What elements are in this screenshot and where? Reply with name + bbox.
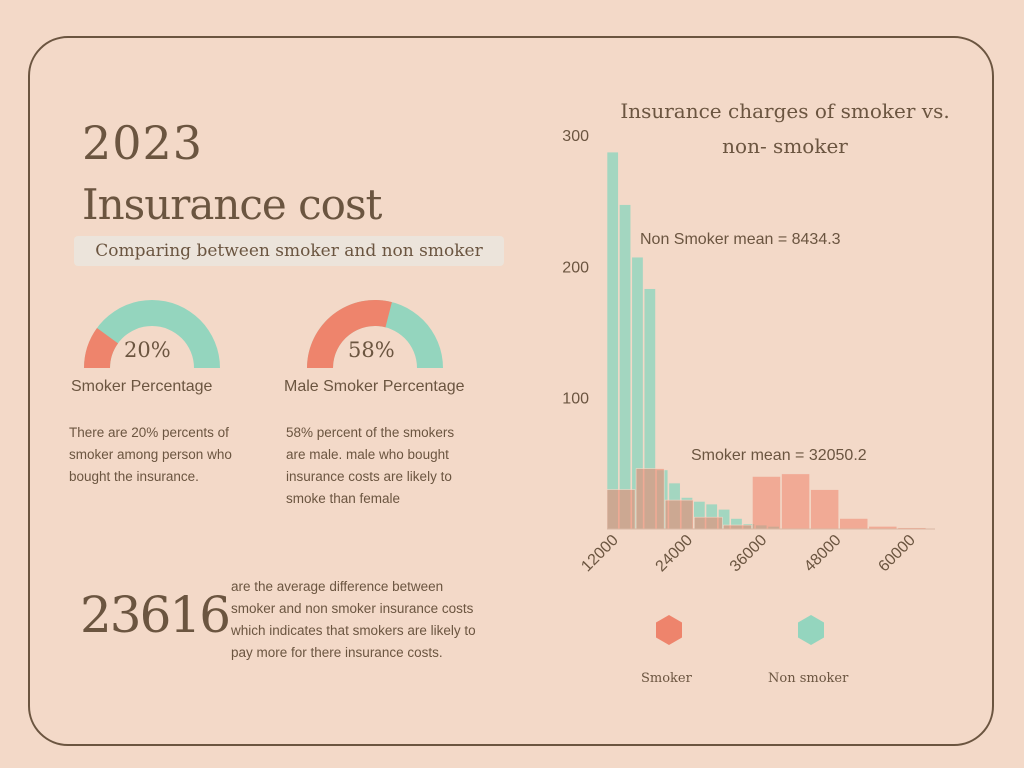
non-smoker-legend-marker — [798, 615, 824, 645]
x-tick-label: 36000 — [727, 532, 771, 576]
chart-title: Insurance charges of smoker vs. non- smo… — [600, 94, 970, 164]
male-smoker-percentage-value: 58% — [348, 338, 395, 362]
smoker-bar — [810, 489, 839, 530]
non-smoker-bar — [619, 204, 632, 530]
average-difference-description: are the average difference between smoke… — [231, 576, 531, 664]
y-tick-label: 300 — [562, 128, 589, 145]
smoker-mean-annotation: Smoker mean = 32050.2 — [691, 447, 867, 464]
page-title: Insurance cost — [82, 180, 382, 229]
description-line: which indicates that smokers are likely … — [231, 623, 476, 638]
y-tick-label: 200 — [562, 259, 589, 276]
smoker-percentage-gauge — [84, 300, 220, 368]
smoker-percentage-label: Smoker Percentage — [71, 378, 213, 395]
male-smoker-percentage-label: Male Smoker Percentage — [284, 378, 465, 395]
description-line: smoker and non smoker insurance costs — [231, 601, 474, 616]
smoker-bar — [635, 468, 665, 530]
description-line: insurance costs are likely to — [286, 469, 452, 484]
smoker-bar — [781, 473, 810, 530]
smoker-bar — [723, 524, 752, 530]
gauge-fill — [307, 300, 392, 368]
non-smoker-mean-annotation: Non Smoker mean = 8434.3 — [640, 231, 841, 248]
smoker-bar — [693, 516, 723, 530]
x-tick-label: 24000 — [653, 532, 697, 576]
smoker-bar — [664, 499, 694, 530]
description-line: bought the insurance. — [69, 469, 199, 484]
smoker-bar — [752, 476, 781, 530]
gauge-track — [84, 300, 220, 368]
male-smoker-percentage-gauge — [307, 300, 443, 368]
gauge-fill — [84, 328, 119, 368]
x-tick-label: 48000 — [801, 532, 845, 576]
non-smoker-bar — [606, 151, 619, 530]
smoker-percentage-description: There are 20% percents of smoker among p… — [69, 422, 269, 488]
description-line: are the average difference between — [231, 579, 444, 594]
average-difference-value: 23616 — [80, 586, 231, 644]
smoker-bar — [839, 518, 869, 530]
chart-title-line: Insurance charges of smoker vs. — [620, 99, 950, 123]
smoker-bar — [606, 489, 636, 530]
male-smoker-percentage-description: 58% percent of the smokers are male. mal… — [286, 422, 496, 510]
subtitle-banner: Comparing between smoker and non smoker — [74, 236, 504, 266]
card-frame — [28, 36, 994, 746]
description-line: smoker among person who — [69, 447, 232, 462]
y-tick-label: 100 — [562, 391, 589, 408]
smoker-legend-label: Smoker — [641, 671, 692, 686]
smoker-legend-marker — [656, 615, 682, 645]
non-smoker-legend-label: Non smoker — [768, 671, 849, 686]
subtitle-text: Comparing between smoker and non smoker — [95, 241, 483, 261]
insurance-histogram: 100 200 300 12000 24000 36000 48000 60000 Non … — [562, 128, 935, 576]
description-line: smoke than female — [286, 491, 401, 506]
chart-title-line: non- smoker — [722, 134, 848, 158]
description-line: pay more for there insurance costs. — [231, 645, 443, 660]
description-line: 58% percent of the smokers — [286, 425, 455, 440]
description-line: are male. male who bought — [286, 447, 449, 462]
description-line: There are 20% percents of — [69, 425, 229, 440]
x-tick-label: 60000 — [875, 532, 919, 576]
x-tick-label: 12000 — [578, 532, 622, 576]
year-heading: 2023 — [82, 116, 204, 170]
smoker-percentage-value: 20% — [124, 338, 171, 362]
